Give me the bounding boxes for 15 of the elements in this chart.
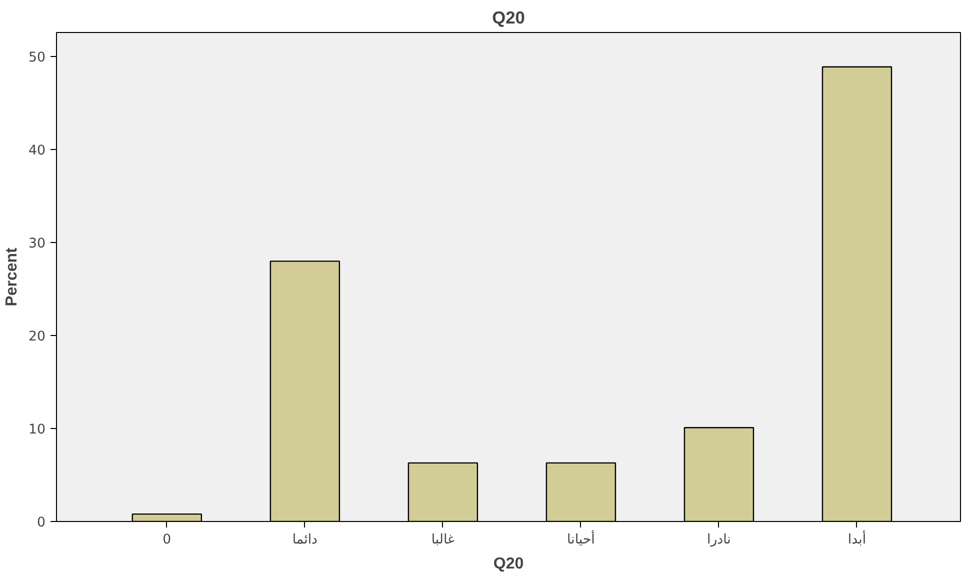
y-tick-label: 0: [37, 516, 46, 530]
y-tick-label: 20: [28, 330, 46, 345]
y-tick-label: 30: [28, 236, 46, 252]
y-tick-label: 40: [28, 144, 46, 159]
y-tick-label: 50: [28, 50, 46, 66]
y-tick-label: 10: [28, 422, 46, 438]
x-axis-title: Q20: [493, 556, 524, 572]
y-axis-title: Percent: [4, 246, 21, 306]
x-tick-label: أحيانا: [567, 530, 595, 548]
x-tick-label: 0: [162, 532, 172, 548]
x-tick-label: نادرا: [707, 532, 731, 548]
chart-title: Q20: [492, 8, 525, 28]
x-tick-label: دائما: [292, 532, 318, 548]
x-tick-label: غالبا: [431, 532, 455, 548]
x-tick-label: أبدا: [848, 530, 866, 548]
